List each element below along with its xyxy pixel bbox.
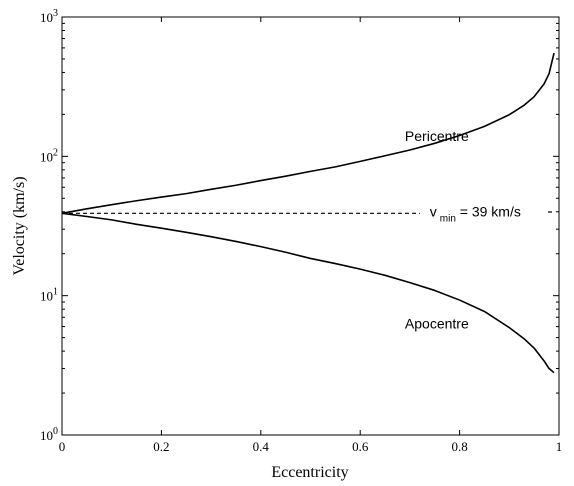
x-tick-label-2: 0.4	[253, 439, 270, 454]
y-axis-label: Velocity (km/s)	[11, 176, 28, 275]
x-axis-label: Eccentricity	[271, 464, 348, 481]
y-tick-exp-0: 0	[53, 426, 58, 437]
vmin-symbol: v	[430, 203, 437, 219]
y-tick-label-1: 101	[40, 287, 58, 304]
series-line-pericentre	[61, 52, 555, 215]
series-line-apocentre	[61, 212, 555, 374]
x-tick-label-1: 0.2	[153, 439, 169, 454]
y-tick-exp-1: 1	[53, 287, 58, 298]
apocentre-annotation: Apocentre	[405, 316, 469, 332]
y-tick-exp-2: 2	[53, 147, 58, 158]
x-tick-label-0: 0	[59, 439, 66, 454]
series-lines	[61, 52, 555, 374]
y-tick-exp-3: 3	[53, 8, 58, 19]
x-tick-label-3: 0.6	[352, 439, 369, 454]
axis-ticks	[61, 16, 560, 436]
y-tick-base-3: 10	[40, 10, 53, 25]
y-tick-label-3: 103	[40, 8, 58, 25]
x-tick-labels: 0 0.2 0.4 0.6 0.8 1	[59, 439, 563, 454]
y-tick-base-1: 10	[40, 289, 53, 304]
y-tick-label-2: 102	[40, 147, 58, 164]
vmin-value: = 39 km/s	[456, 203, 521, 219]
y-tick-label-0: 100	[40, 426, 58, 443]
x-tick-label-5: 1	[556, 439, 563, 454]
y-tick-base-2: 10	[40, 149, 53, 164]
x-tick-label-4: 0.8	[451, 439, 467, 454]
vmin-subscript: min	[440, 213, 456, 224]
pericentre-annotation: Pericentre	[405, 128, 469, 144]
plot-frame	[61, 16, 560, 436]
y-tick-base-0: 10	[40, 428, 53, 443]
vmin-annotation: v min = 39 km/s	[430, 203, 521, 224]
